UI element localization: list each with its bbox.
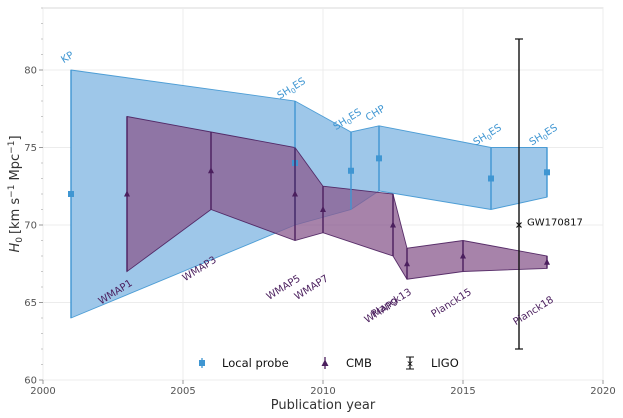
legend-item-ligo[interactable]: × LIGO (406, 356, 459, 370)
x-tick-label: 2020 (590, 386, 615, 397)
y-tick-label: 70 (24, 221, 37, 232)
x-tick-label: 2005 (170, 386, 195, 397)
ligo-point (516, 222, 522, 228)
legend-label-cmb: CMB (346, 356, 372, 370)
legend-label-local: Local probe (222, 356, 289, 370)
x-tick-label: 2000 (30, 386, 55, 397)
cmb-point (460, 252, 466, 259)
legend-label-ligo: LIGO (431, 356, 459, 370)
y-tick-label: 75 (24, 143, 37, 154)
legend-marker-cmb (321, 359, 329, 366)
cmb-point (124, 190, 130, 197)
local-probe-point (348, 167, 354, 174)
y-tick-label: 65 (24, 298, 37, 309)
y-tick-label: 80 (24, 66, 37, 77)
legend-marker-local (199, 360, 205, 366)
errorbar-layer (68, 38, 550, 350)
tick-layer: 60 65 70 75 80 2000 2005 2010 2015 2020 (24, 7, 616, 397)
local-probe-point (68, 191, 74, 197)
local-probe-point (488, 175, 494, 182)
cmb-point (404, 260, 410, 267)
legend: Local probe CMB × LIGO (199, 356, 459, 370)
cmb-point (544, 258, 550, 265)
y-tick-label: 60 (24, 376, 37, 387)
legend-marker-ligo: × (406, 360, 414, 370)
local-probe-point (544, 169, 550, 176)
ligo-label: GW170817 (527, 218, 583, 229)
cmb-point (320, 206, 326, 212)
legend-item-local[interactable]: Local probe (199, 356, 289, 370)
y-axis-title: H0[km s−1 Mpc−1] (7, 135, 25, 252)
cmb-point (208, 167, 214, 174)
x-tick-label: 2015 (450, 386, 475, 397)
cmb-point (390, 221, 396, 228)
local-probe-point (376, 155, 382, 162)
legend-item-cmb[interactable]: CMB (321, 356, 372, 370)
x-axis-title: Publication year (271, 398, 376, 413)
x-tick-label: 2010 (310, 386, 335, 397)
cmb-point (292, 190, 298, 197)
